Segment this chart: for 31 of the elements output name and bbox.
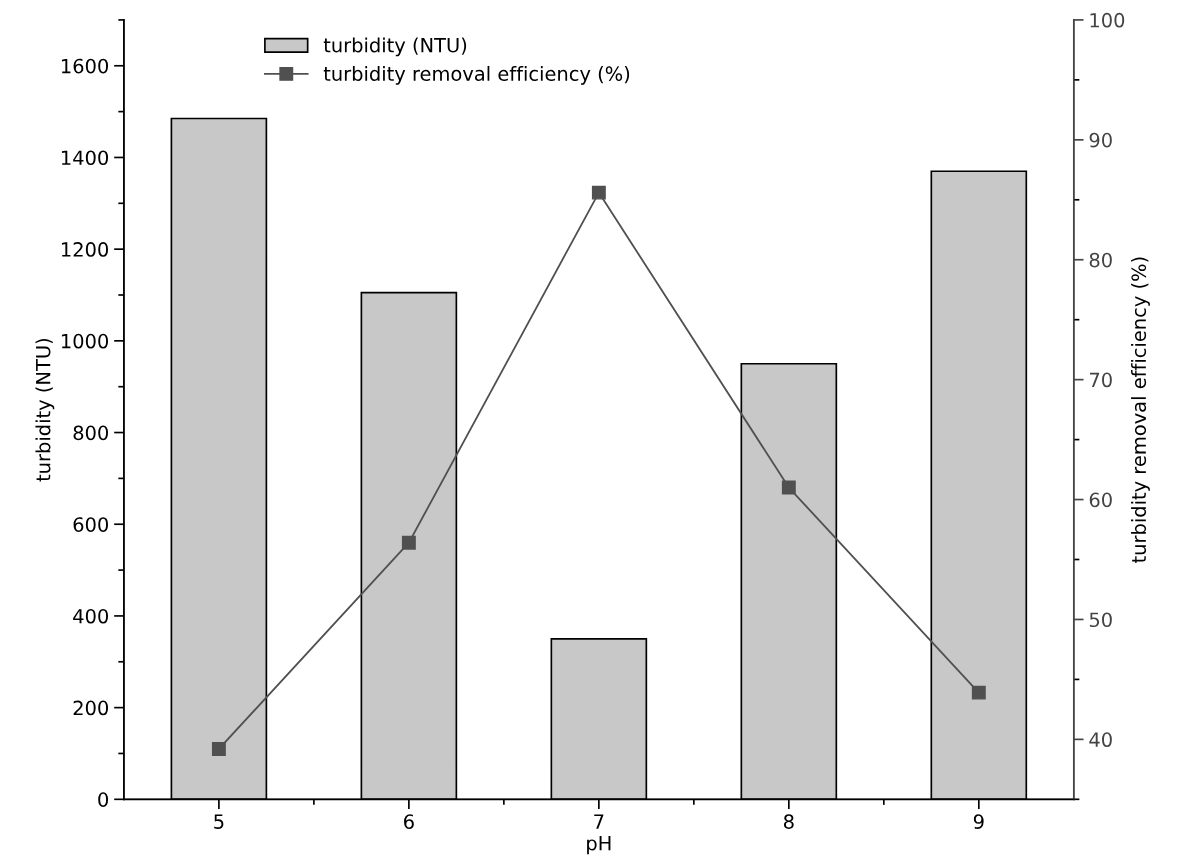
x-tick-label: 5: [214, 814, 224, 829]
y-tick-label: 1400: [61, 150, 109, 166]
y2-axis-title: turbidity removal efficiency (%): [1131, 257, 1150, 563]
x-tick-label: 8: [783, 814, 794, 829]
y-tick-label: 0: [98, 792, 109, 807]
point: [781, 480, 796, 495]
y-tick-label: 800: [73, 425, 109, 441]
y2-tick-label: 90: [1089, 132, 1112, 148]
y-tick-label: 1000: [61, 333, 109, 349]
y-tick-label: 1200: [61, 242, 109, 257]
x-tick-label: 6: [404, 814, 414, 829]
x-tick-label: 9: [973, 814, 984, 829]
y2-tick-label: 40: [1089, 732, 1112, 748]
legend-label: turbidity (NTU): [323, 37, 467, 57]
y2-tick-label: 70: [1089, 372, 1112, 388]
point: [401, 535, 416, 550]
point: [211, 742, 226, 756]
legend-label: turbidity removal efficiency (%): [323, 65, 630, 85]
y-tick-label: 600: [73, 517, 109, 532]
y-tick-label: 1600: [61, 58, 109, 74]
y2-tick-label: 100: [1090, 12, 1125, 28]
y2-tick-label: 80: [1089, 252, 1112, 268]
x-tick-label: 7: [594, 814, 604, 829]
y2-tick-label: 50: [1089, 612, 1112, 628]
y-tick-label: 200: [73, 700, 109, 716]
y-tick-label: 400: [73, 608, 109, 624]
point: [591, 185, 606, 200]
y-axis-title: turbidity (NTU): [35, 339, 55, 482]
x-axis-title: pH: [587, 836, 611, 855]
y2-tick-label: 60: [1089, 492, 1112, 508]
point: [971, 685, 986, 700]
